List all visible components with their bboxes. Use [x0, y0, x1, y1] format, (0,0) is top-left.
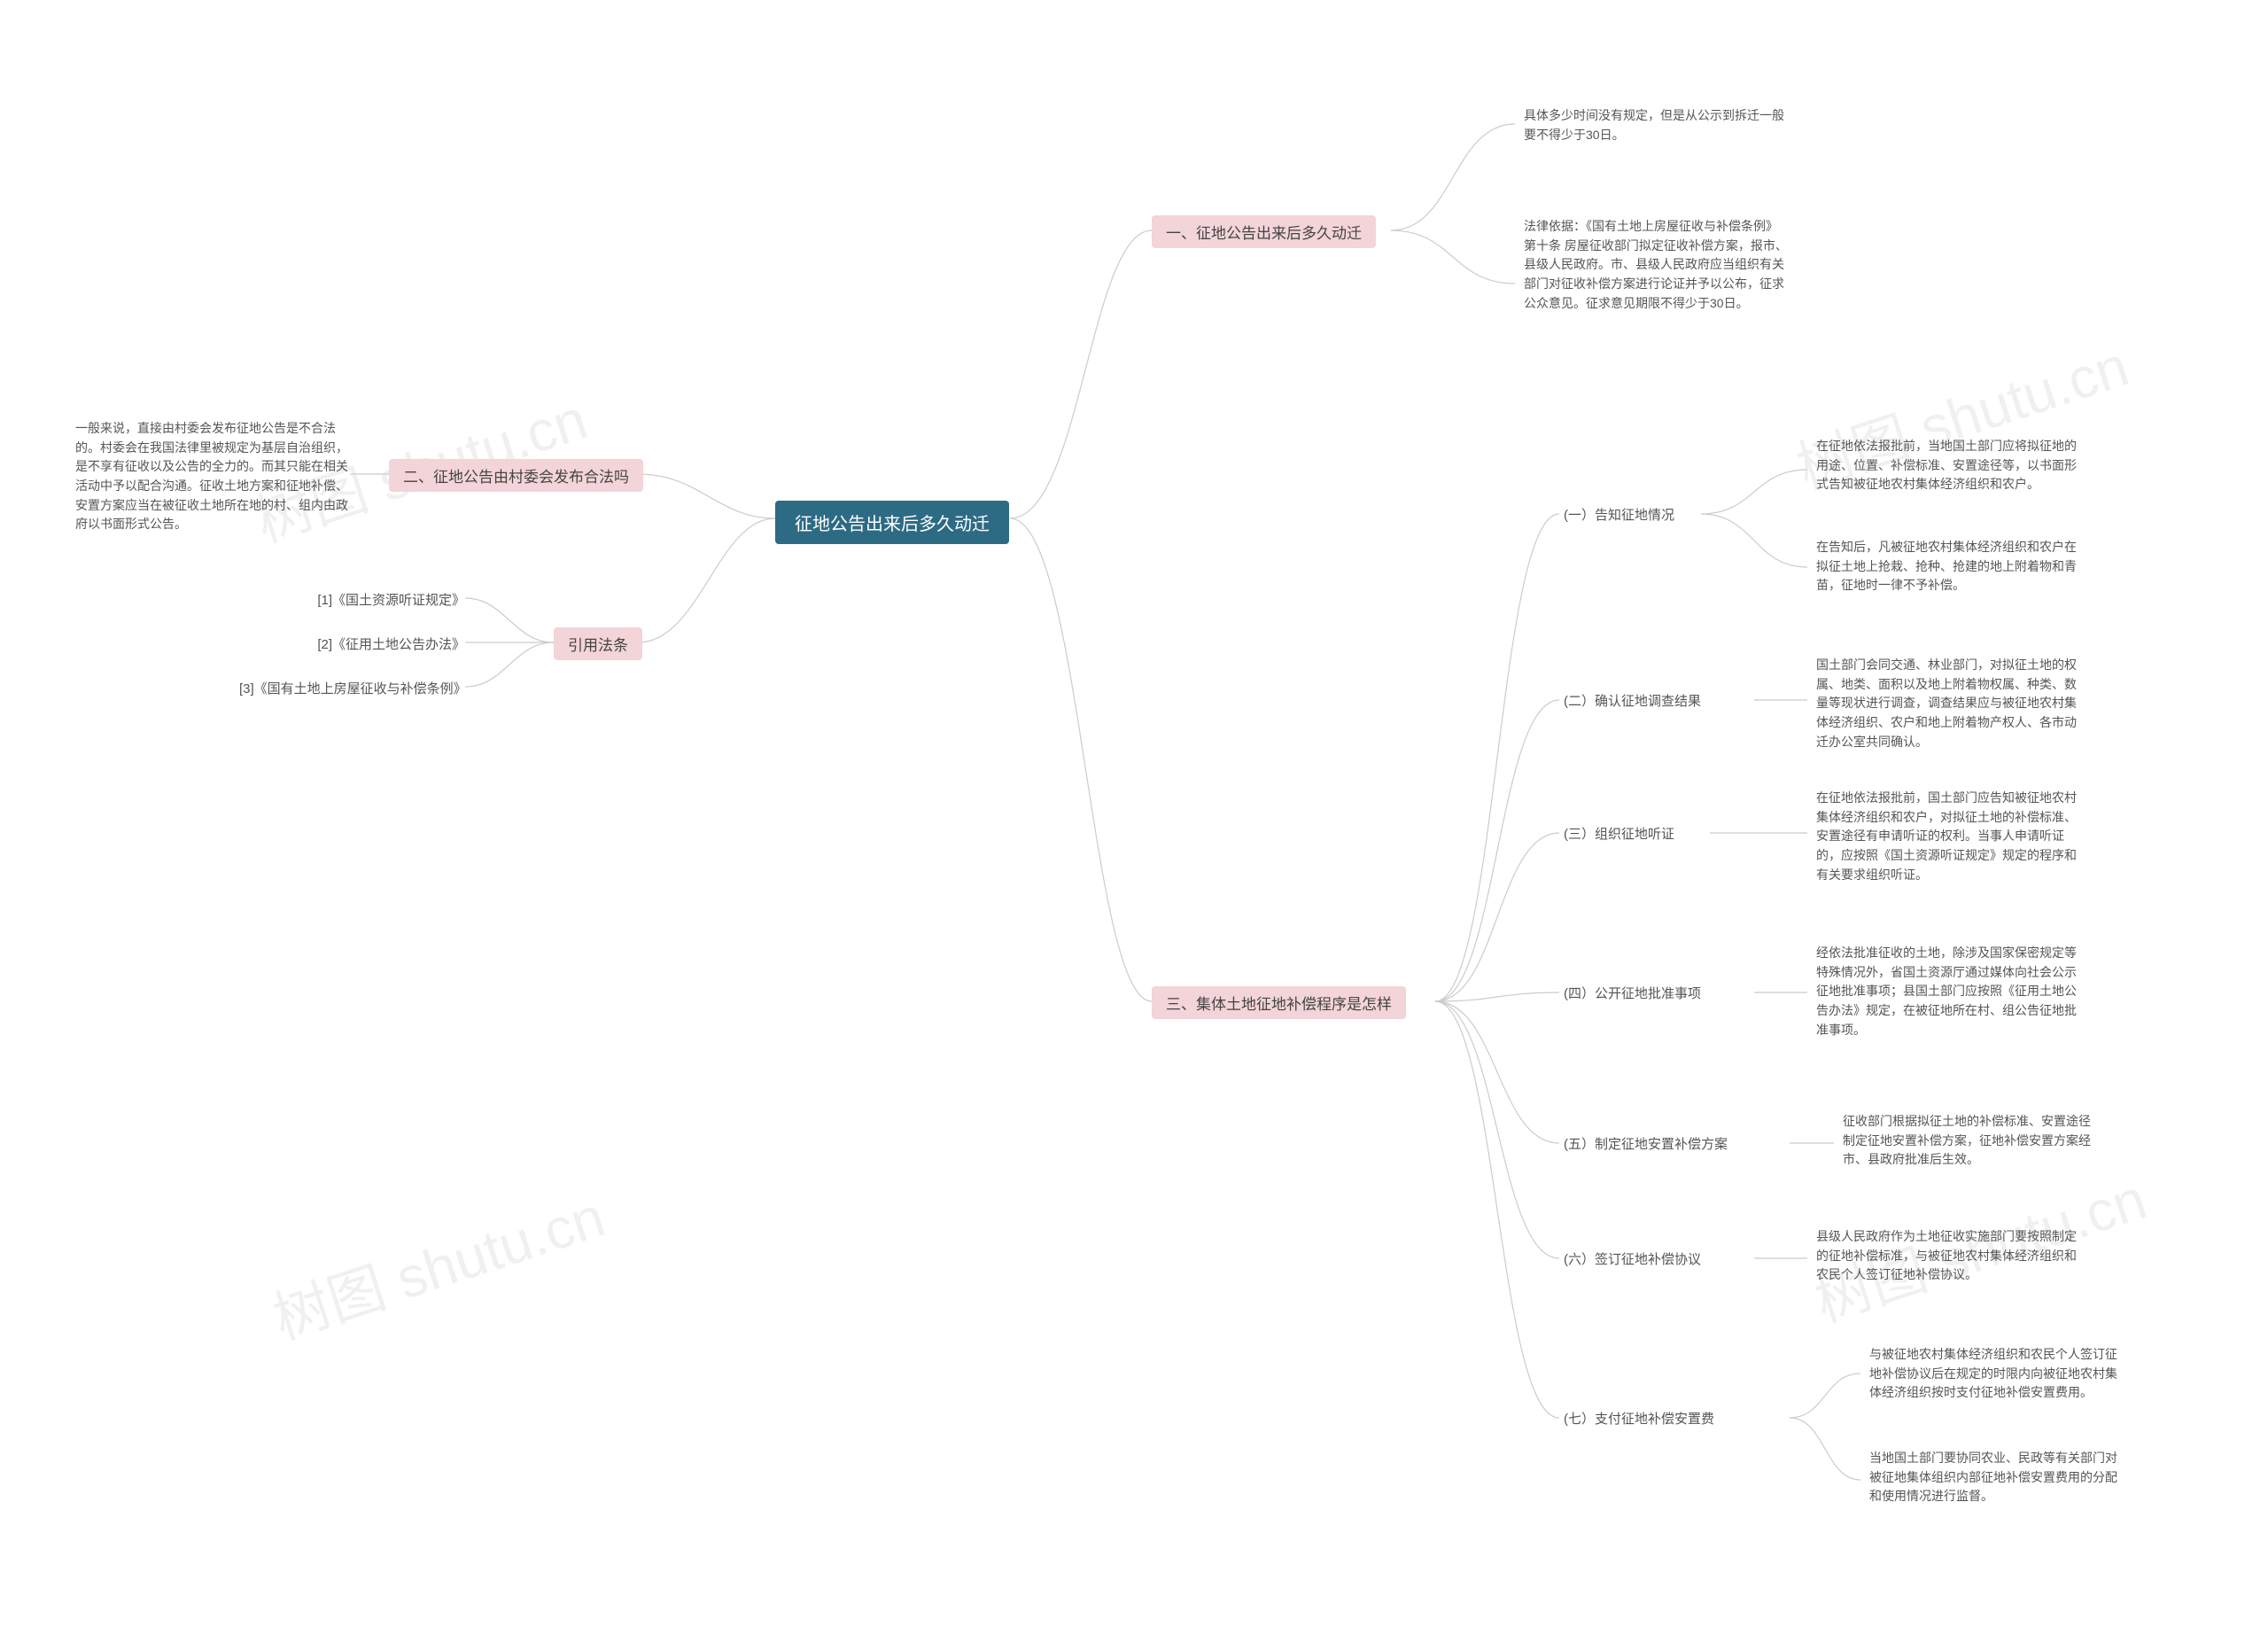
root-node: 征地公告出来后多久动迁 [775, 501, 1009, 544]
leaf-text: 当地国土部门要协同农业、民政等有关部门对被征地集体组织内部征地补偿安置费用的分配… [1869, 1449, 2126, 1506]
sub-node: (二）确认征地调查结果 [1564, 691, 1701, 710]
leaf-text: 在征地依法报批前，国土部门应告知被征地农村集体经济组织和农户，对拟征土地的补偿标… [1816, 789, 2082, 884]
sub-node: (一）告知征地情况 [1564, 505, 1674, 524]
branch-node-right-2: 三、集体土地征地补偿程序是怎样 [1152, 986, 1406, 1019]
watermark: 树图 shutu.cn [261, 1171, 613, 1355]
branch-node-left-2: 引用法条 [554, 627, 642, 660]
leaf-text: 在征地依法报批前，当地国土部门应将拟征地的用途、位置、补偿标准、安置途径等，以书… [1816, 437, 2082, 494]
leaf-text: [3]《国有土地上房屋征收与补偿条例》 [239, 679, 465, 697]
sub-node: (五）制定征地安置补偿方案 [1564, 1134, 1728, 1153]
leaf-text: 与被征地农村集体经济组织和农民个人签订征地补偿协议后在规定的时限内向被征地农村集… [1869, 1345, 2126, 1403]
sub-node: (七）支付征地补偿安置费 [1564, 1409, 1714, 1428]
leaf-text: 在告知后，凡被征地农村集体经济组织和农户在拟征土地上抢栽、抢种、抢建的地上附着物… [1816, 538, 2082, 595]
branch-node-left-1: 二、征地公告由村委会发布合法吗 [389, 459, 643, 492]
leaf-text: 征收部门根据拟征土地的补偿标准、安置途径制定征地安置补偿方案，征地补偿安置方案经… [1843, 1112, 2100, 1170]
leaf-text: 县级人民政府作为土地征收实施部门要按照制定的征地补偿标准，与被征地农村集体经济组… [1816, 1227, 2082, 1285]
leaf-text: 一般来说，直接由村委会发布征地公告是不合法的。村委会在我国法律里被规定为基层自治… [75, 419, 350, 534]
leaf-text: 具体多少时间没有规定，但是从公示到拆迁一般要不得少于30日。 [1524, 106, 1790, 144]
sub-node: (六）签订征地补偿协议 [1564, 1249, 1701, 1268]
leaf-text: [2]《征用土地公告办法》 [301, 634, 465, 653]
leaf-text: 经依法批准征收的土地，除涉及国家保密规定等特殊情况外，省国土资源厅通过媒体向社会… [1816, 944, 2082, 1039]
diagram-canvas: 树图 shutu.cn 树图 shutu.cn 树图 shutu.cn 树图 s… [0, 0, 2268, 1642]
leaf-text: 法律依据：《国有土地上房屋征收与补偿条例》第十条 房屋征收部门拟定征收补偿方案，… [1524, 217, 1790, 313]
leaf-text: [1]《国土资源听证规定》 [301, 590, 465, 609]
sub-node: (三）组织征地听证 [1564, 824, 1674, 843]
leaf-text: 国土部门会同交通、林业部门，对拟征土地的权属、地类、面积以及地上附着物权属、种类… [1816, 656, 2082, 751]
branch-node-right-1: 一、征地公告出来后多久动迁 [1152, 215, 1376, 248]
sub-node: (四）公开征地批准事项 [1564, 984, 1701, 1002]
